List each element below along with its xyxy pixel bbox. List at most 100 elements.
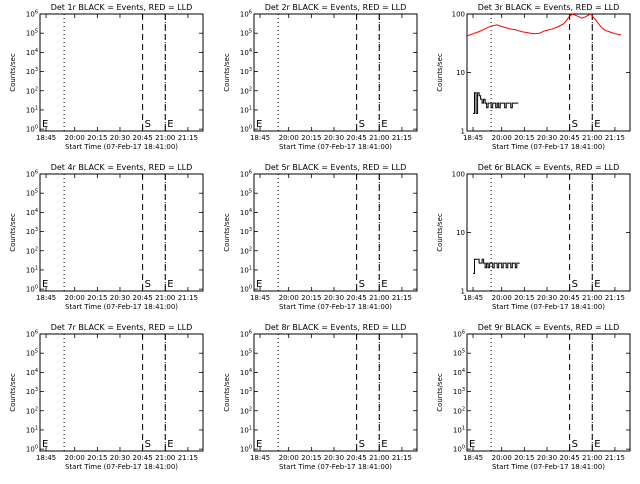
y-tick-label: 103 — [26, 67, 38, 76]
x-tick-label: 20:45 — [133, 134, 153, 142]
x-tick-label: 21:00 — [582, 454, 602, 462]
x-tick-label: 20:30 — [324, 294, 344, 302]
y-axis-label: Counts/sec — [436, 53, 444, 92]
y-tick-label: 1 — [461, 288, 465, 296]
x-tick-label: 21:15 — [178, 454, 198, 462]
y-tick-label: 103 — [240, 387, 252, 396]
start-marker-label: S — [145, 439, 151, 450]
y-tick-label: 103 — [453, 387, 465, 396]
end-marker-label: E — [381, 119, 387, 130]
plot-frame — [466, 173, 631, 292]
panel-det-2: Det 2r BLACK = Events, RED = LLD 100 101 10… — [223, 3, 418, 151]
x-tick-label: 21:15 — [178, 294, 198, 302]
start-marker-label: S — [359, 439, 365, 450]
x-tick-label: 18:45 — [250, 134, 270, 142]
x-tick-label: 20:00 — [492, 454, 512, 462]
y-tick-label: 106 — [453, 330, 465, 339]
x-tick-label: 20:00 — [65, 454, 85, 462]
y-tick-label: 1 — [461, 128, 465, 136]
x-axis-label: Start Time (07-Feb-17 18:41:00) — [492, 463, 605, 471]
x-tick-label: 20:45 — [560, 294, 580, 302]
x-tick-label: 20:30 — [110, 454, 130, 462]
y-tick-label: 104 — [26, 368, 38, 377]
end-marker-label-left: E — [256, 119, 262, 130]
y-tick-label: 102 — [240, 406, 252, 415]
y-tick-label: 101 — [26, 105, 38, 114]
x-tick-label: 20:45 — [560, 134, 580, 142]
y-tick-label: 102 — [240, 246, 252, 255]
x-tick-label: 18:45 — [36, 454, 56, 462]
y-tick-label: 104 — [453, 368, 465, 377]
y-tick-label: 101 — [240, 425, 252, 434]
x-axis-label: Start Time (07-Feb-17 18:41:00) — [279, 463, 392, 471]
y-tick-label: 100 — [452, 11, 465, 19]
x-tick-label: 20:15 — [514, 134, 534, 142]
x-tick-label: 21:15 — [392, 454, 412, 462]
end-marker-label-left: E — [42, 439, 48, 450]
y-tick-label: 100 — [240, 125, 252, 134]
y-axis-label: Counts/sec — [436, 373, 444, 412]
x-tick-label: 18:45 — [36, 134, 56, 142]
y-tick-label: 102 — [26, 246, 38, 255]
y-tick-label: 102 — [26, 406, 38, 415]
x-tick-label: 20:15 — [301, 454, 321, 462]
y-tick-label: 10 — [456, 69, 465, 77]
x-tick-label: 20:45 — [560, 454, 580, 462]
y-tick-label: 103 — [240, 67, 252, 76]
panel-det-9: Det 9r BLACK = Events, RED = LLD 100 101 10… — [436, 323, 631, 471]
events-series-line — [473, 258, 520, 274]
end-marker-label: E — [381, 439, 387, 450]
x-axis-label: Start Time (07-Feb-17 18:41:00) — [492, 143, 605, 151]
panel-title: Det 8r BLACK = Events, RED = LLD — [265, 323, 407, 332]
x-tick-label: 20:45 — [133, 294, 153, 302]
panel-det-5: Det 5r BLACK = Events, RED = LLD 100 101 10… — [223, 163, 418, 311]
x-tick-label: 20:30 — [537, 294, 557, 302]
y-tick-label: 101 — [453, 425, 465, 434]
start-marker-label: S — [572, 119, 578, 130]
panel-title: Det 5r BLACK = Events, RED = LLD — [265, 163, 407, 172]
x-tick-label: 20:00 — [492, 134, 512, 142]
x-tick-label: 20:45 — [347, 454, 367, 462]
x-tick-label: 21:00 — [582, 294, 602, 302]
x-tick-label: 21:15 — [178, 134, 198, 142]
end-marker-label-left: E — [469, 439, 475, 450]
panel-title: Det 2r BLACK = Events, RED = LLD — [265, 3, 407, 12]
panel-det-4: Det 4r BLACK = Events, RED = LLD 100 101 10… — [9, 163, 204, 311]
start-marker-label: S — [359, 279, 365, 290]
plot-frame — [253, 173, 418, 292]
panel-title: Det 3r BLACK = Events, RED = LLD — [478, 3, 620, 12]
x-tick-label: 20:45 — [133, 454, 153, 462]
plot-frame — [39, 333, 204, 452]
x-tick-label: 21:15 — [605, 454, 625, 462]
panel-det-3: Det 3r BLACK = Events, RED = LLD 1 10 100 18… — [436, 3, 631, 151]
x-tick-label: 20:00 — [65, 134, 85, 142]
end-marker-label: E — [381, 279, 387, 290]
y-tick-label: 105 — [453, 349, 465, 358]
y-axis-label: Counts/sec — [9, 373, 17, 412]
y-tick-label: 106 — [240, 170, 252, 179]
x-tick-label: 20:15 — [514, 454, 534, 462]
x-tick-label: 20:15 — [87, 454, 107, 462]
x-tick-label: 20:30 — [110, 294, 130, 302]
end-marker-label: E — [594, 119, 600, 130]
y-tick-label: 100 — [453, 445, 465, 454]
end-marker-label-left: E — [256, 439, 262, 450]
panel-title: Det 9r BLACK = Events, RED = LLD — [478, 323, 620, 332]
start-marker-label: S — [145, 119, 151, 130]
plot-frame — [39, 13, 204, 132]
y-tick-label: 104 — [26, 208, 38, 217]
x-axis-label: Start Time (07-Feb-17 18:41:00) — [492, 303, 605, 311]
x-tick-label: 18:45 — [250, 294, 270, 302]
x-tick-label: 21:00 — [155, 294, 175, 302]
x-tick-label: 21:15 — [605, 294, 625, 302]
x-tick-label: 18:45 — [463, 454, 483, 462]
y-axis-label: Counts/sec — [223, 213, 231, 252]
panel-title: Det 1r BLACK = Events, RED = LLD — [51, 3, 193, 12]
x-tick-label: 20:45 — [347, 294, 367, 302]
x-tick-label: 21:15 — [392, 294, 412, 302]
start-marker-label: S — [145, 279, 151, 290]
x-axis-label: Start Time (07-Feb-17 18:41:00) — [65, 143, 178, 151]
y-tick-label: 105 — [26, 29, 38, 38]
